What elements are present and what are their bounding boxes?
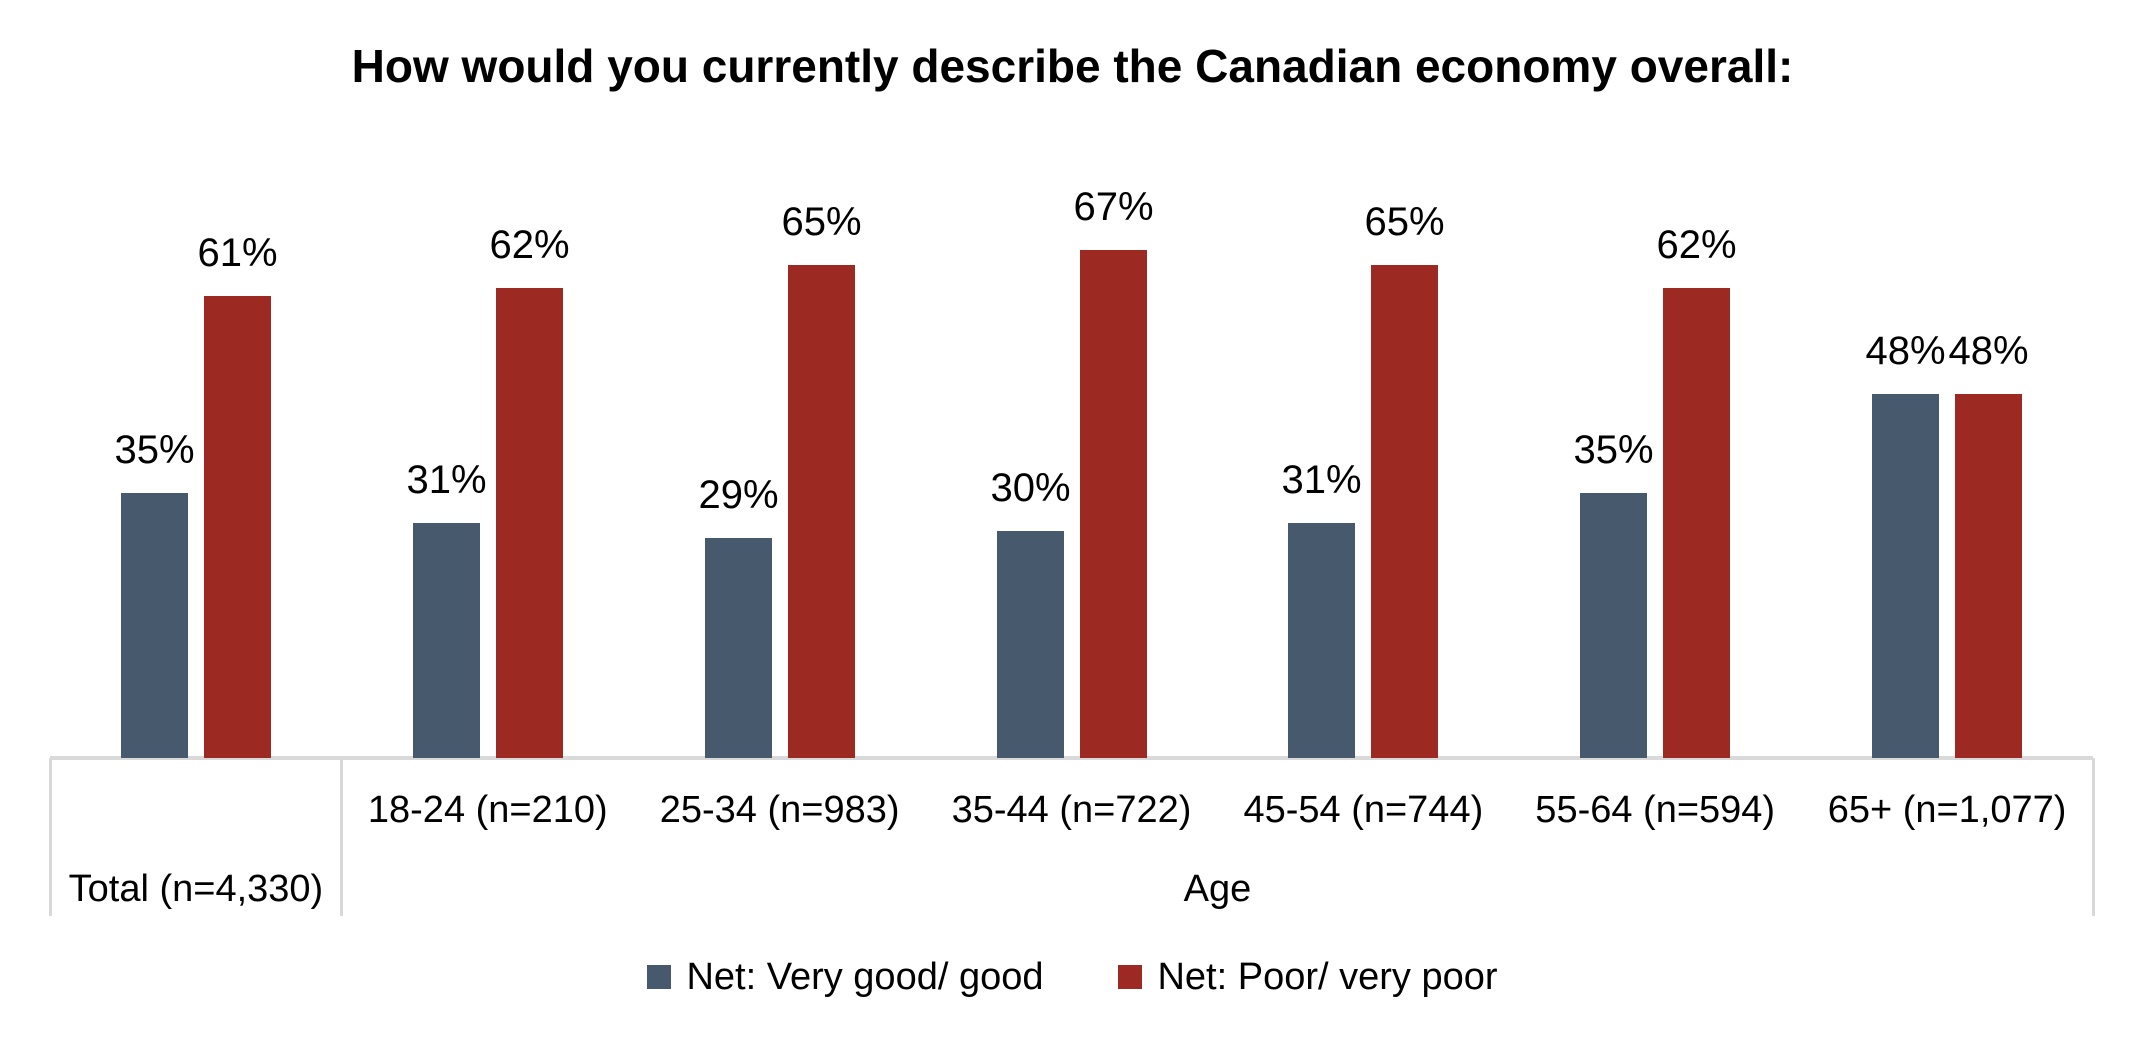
bar-net-poor-very-poor bbox=[1080, 250, 1147, 758]
bar-net-very-good-good bbox=[997, 531, 1064, 758]
bar-net-poor-very-poor bbox=[1955, 394, 2022, 758]
legend: Net: Very good/ good Net: Poor/ very poor bbox=[0, 952, 2145, 1002]
category-label: 35-44 (n=722) bbox=[951, 789, 1192, 831]
category-label: 25-34 (n=983) bbox=[659, 789, 900, 831]
data-label-net-poor-very-poor: 62% bbox=[489, 223, 570, 267]
legend-label: Net: Very good/ good bbox=[686, 955, 1044, 998]
data-label-net-very-good-good: 30% bbox=[990, 466, 1071, 510]
bar-net-very-good-good bbox=[705, 538, 772, 758]
axis-group-boundary-line bbox=[340, 758, 343, 916]
legend-swatch-icon bbox=[647, 965, 672, 989]
bar-net-very-good-good bbox=[1580, 493, 1647, 758]
legend-item-net-very-good-good: Net: Very good/ good bbox=[647, 956, 1043, 999]
data-label-net-very-good-good: 31% bbox=[406, 458, 487, 502]
category-label: 18-24 (n=210) bbox=[367, 789, 608, 831]
data-label-net-poor-very-poor: 65% bbox=[1364, 200, 1445, 244]
axis-group-boundary-line bbox=[2092, 758, 2095, 916]
category-label: 65+ (n=1,077) bbox=[1827, 789, 2067, 831]
bar-net-poor-very-poor bbox=[496, 288, 563, 758]
data-label-net-poor-very-poor: 61% bbox=[197, 231, 278, 275]
category-group-label: Age bbox=[1183, 868, 1252, 910]
legend-swatch-icon bbox=[1118, 965, 1143, 989]
bar-net-poor-very-poor bbox=[1663, 288, 1730, 758]
data-label-net-poor-very-poor: 62% bbox=[1656, 223, 1737, 267]
bar-net-poor-very-poor bbox=[204, 296, 271, 758]
chart-title: How would you currently describe the Can… bbox=[351, 40, 1794, 92]
bar-net-very-good-good bbox=[413, 523, 480, 758]
data-label-net-very-good-good: 48% bbox=[1865, 329, 1946, 373]
bar-net-poor-very-poor bbox=[788, 265, 855, 758]
category-axis-line bbox=[50, 756, 2093, 760]
data-label-net-very-good-good: 35% bbox=[114, 428, 195, 472]
data-label-net-very-good-good: 31% bbox=[1281, 458, 1362, 502]
data-label-net-poor-very-poor: 48% bbox=[1948, 329, 2029, 373]
data-label-net-very-good-good: 29% bbox=[698, 473, 779, 517]
data-label-net-very-good-good: 35% bbox=[1573, 428, 1654, 472]
bar-net-very-good-good bbox=[1872, 394, 1939, 758]
category-label: 45-54 (n=744) bbox=[1243, 789, 1484, 831]
bar-net-poor-very-poor bbox=[1371, 265, 1438, 758]
category-group-label: Total (n=4,330) bbox=[68, 868, 324, 910]
bar-net-very-good-good bbox=[121, 493, 188, 758]
data-label-net-poor-very-poor: 65% bbox=[781, 200, 862, 244]
legend-label: Net: Poor/ very poor bbox=[1157, 955, 1498, 998]
data-label-net-poor-very-poor: 67% bbox=[1073, 185, 1154, 229]
axis-group-boundary-line bbox=[49, 758, 52, 916]
legend-item-net-poor-very-poor: Net: Poor/ very poor bbox=[1118, 955, 1498, 999]
bar-net-very-good-good bbox=[1288, 523, 1355, 758]
category-label: 55-64 (n=594) bbox=[1535, 789, 1776, 831]
